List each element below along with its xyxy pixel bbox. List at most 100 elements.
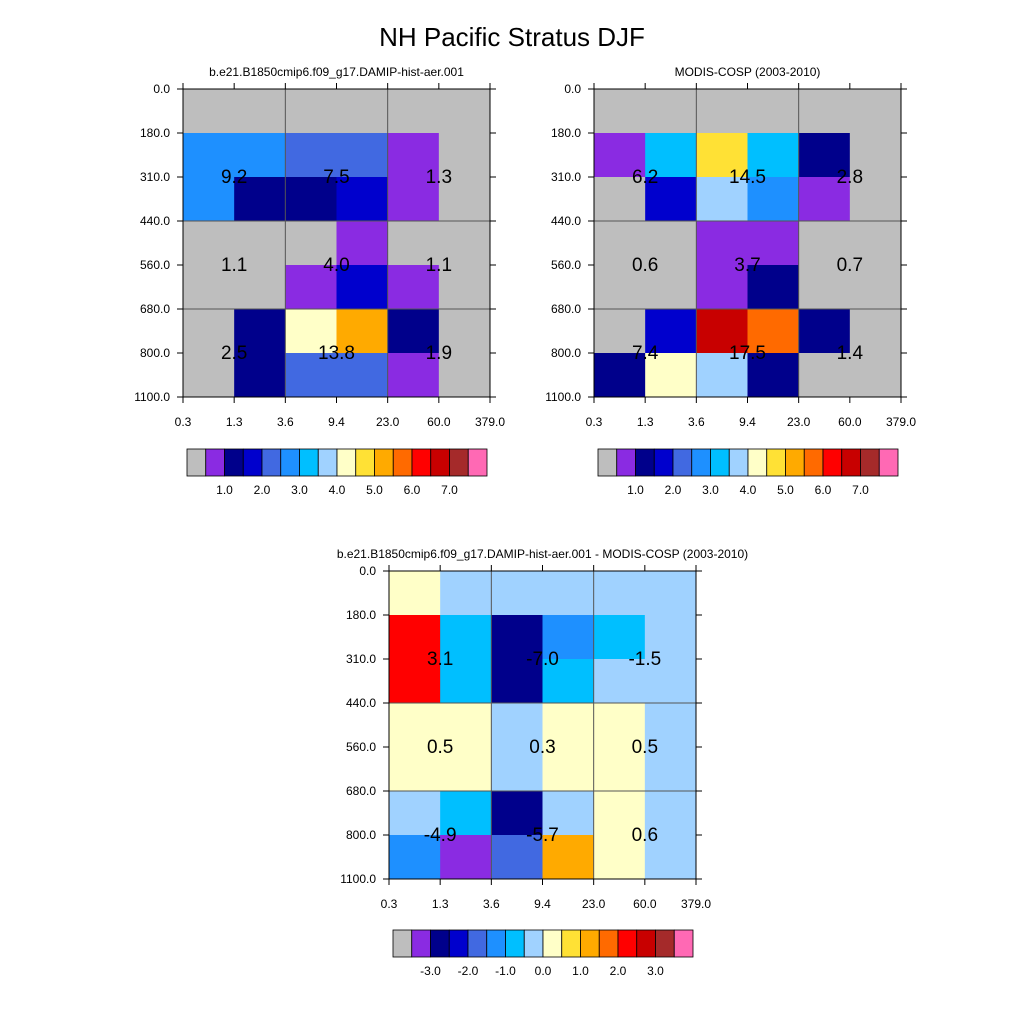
heatmap-cell — [696, 309, 748, 354]
colorbar-label: 2.0 — [665, 483, 682, 497]
y-tick-label: 440.0 — [346, 696, 376, 710]
block-value-label: 2.8 — [837, 167, 863, 188]
heatmap-cell — [336, 309, 389, 354]
heatmap-cell — [183, 353, 235, 398]
block-value-label: -4.9 — [424, 825, 457, 846]
heatmap-cell — [438, 221, 491, 266]
heatmap-cell — [644, 659, 697, 704]
y-tick-label: 0.0 — [359, 564, 376, 578]
colorbar-label: 1.0 — [627, 483, 644, 497]
heatmap-cell — [645, 309, 697, 354]
x-tick-label: 60.0 — [427, 415, 451, 429]
heatmap-cell — [234, 133, 286, 178]
heatmap-cell — [594, 265, 646, 310]
block-value-label: 3.1 — [427, 649, 453, 670]
heatmap-cell — [440, 835, 492, 880]
colorbar-label: 5.0 — [366, 483, 383, 497]
y-tick-label: 0.0 — [564, 82, 581, 96]
heatmap-cell — [798, 177, 851, 222]
heatmap-cell — [285, 309, 337, 354]
heatmap-cell — [849, 309, 902, 354]
heatmap-cell — [183, 265, 235, 310]
x-tick-label: 3.6 — [483, 897, 500, 911]
colorbar-swatch — [448, 929, 469, 958]
colorbar-swatch — [467, 448, 488, 477]
heatmap-cell — [645, 89, 697, 134]
heatmap-cell — [336, 177, 389, 222]
block-value-label: 1.1 — [426, 255, 452, 276]
heatmap-cell — [491, 835, 543, 880]
heatmap-cell — [234, 221, 286, 266]
heatmap-cell — [234, 353, 286, 398]
figure-title: NH Pacific Stratus DJF — [379, 22, 645, 52]
colorbar-swatch — [205, 448, 225, 477]
colorbar-label: 4.0 — [740, 483, 757, 497]
colorbar-label: 3.0 — [291, 483, 308, 497]
x-tick-label: 60.0 — [633, 897, 657, 911]
heatmap-cell — [542, 615, 595, 660]
heatmap-cell — [387, 221, 440, 266]
colorbar-label: 0.0 — [535, 964, 552, 978]
heatmap-cell — [285, 177, 337, 222]
heatmap-cell — [285, 353, 337, 398]
heatmap-cell — [285, 265, 337, 310]
y-tick-label: 800.0 — [346, 828, 376, 842]
colorbar-label: 1.0 — [216, 483, 233, 497]
heatmap-cell — [594, 353, 646, 398]
heatmap-cell — [440, 703, 492, 748]
heatmap-cell — [542, 835, 595, 880]
heatmap-cell — [387, 133, 440, 178]
heatmap-cell — [798, 265, 851, 310]
heatmap-cell — [849, 265, 902, 310]
colorbar-swatch — [673, 929, 694, 958]
heatmap-cell — [645, 177, 697, 222]
block-value-label: 9.2 — [221, 167, 247, 188]
heatmap-cell — [387, 177, 440, 222]
heatmap-cell — [593, 659, 646, 704]
colorbar-label: 6.0 — [404, 483, 421, 497]
heatmap-cell — [594, 221, 646, 266]
y-tick-label: 560.0 — [346, 740, 376, 754]
colorbar-label: 2.0 — [254, 483, 271, 497]
heatmap-cell — [849, 221, 902, 266]
block-value-label: 0.6 — [632, 255, 658, 276]
heatmap-cell — [387, 89, 440, 134]
block-value-label: 13.8 — [318, 343, 355, 364]
heatmap-cell — [696, 177, 748, 222]
panel-title: b.e21.B1850cmip6.f09_g17.DAMIP-hist-aer.… — [337, 547, 748, 561]
colorbar-swatch — [392, 448, 413, 477]
block-value-label: 14.5 — [729, 167, 766, 188]
block-value-label: 1.1 — [221, 255, 247, 276]
panel-title: MODIS-COSP (2003-2010) — [675, 65, 821, 79]
colorbar-swatch — [841, 448, 861, 477]
x-tick-label: 23.0 — [376, 415, 400, 429]
panel-title: b.e21.B1850cmip6.f09_g17.DAMIP-hist-aer.… — [209, 65, 464, 79]
colorbar-swatch — [803, 448, 824, 477]
heatmap-cell — [389, 571, 441, 616]
colorbar-label: 7.0 — [852, 483, 869, 497]
heatmap-cell — [849, 177, 902, 222]
colorbar-swatch — [374, 448, 394, 477]
heatmap-cell — [645, 353, 697, 398]
x-tick-label: 1.3 — [637, 415, 654, 429]
block-value-label: 3.7 — [734, 255, 760, 276]
colorbar-swatch — [411, 929, 431, 958]
heatmap-cell — [491, 791, 543, 836]
heatmap-cell — [645, 221, 697, 266]
heatmap-cell — [387, 265, 440, 310]
heatmap-cell — [644, 791, 697, 836]
block-value-label: 0.3 — [529, 737, 555, 758]
panels: b.e21.B1850cmip6.f09_g17.DAMIP-hist-aer.… — [134, 65, 916, 978]
heatmap-cell — [542, 747, 595, 792]
colorbar-swatch — [242, 448, 263, 477]
colorbar-swatch — [261, 448, 282, 477]
heatmap-cell — [183, 133, 235, 178]
y-tick-label: 180.0 — [346, 608, 376, 622]
heatmap-cell — [593, 703, 646, 748]
block-value-label: 1.9 — [426, 343, 452, 364]
heatmap-cell — [696, 89, 748, 134]
colorbar-swatch — [336, 448, 357, 477]
colorbar-label: -1.0 — [495, 964, 516, 978]
x-tick-label: 0.3 — [381, 897, 398, 911]
heatmap-cell — [696, 265, 748, 310]
